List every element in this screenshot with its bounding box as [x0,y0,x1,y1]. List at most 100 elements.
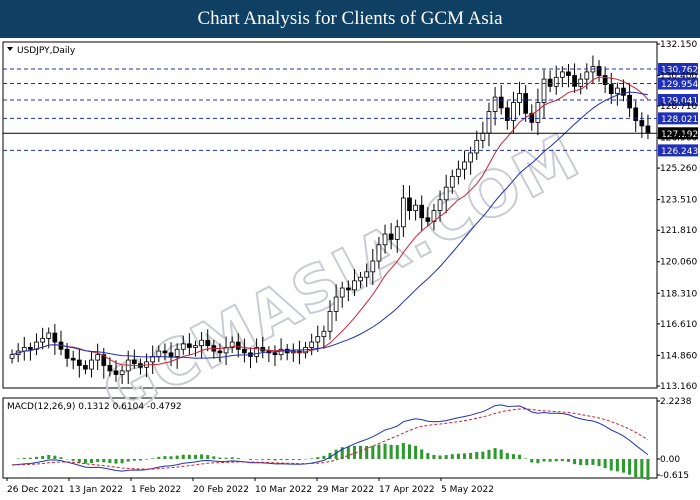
candle [28,342,33,361]
price-tick-label: 123.510 [660,196,697,206]
macd-label: MACD(12,26,9) 0.1312 0.6104 -0.4792 [7,402,182,412]
candle-body-bearish [235,341,241,350]
candle [352,269,357,297]
candle [321,325,327,349]
candle-body-bullish [468,152,473,163]
candle [376,237,382,269]
candle-body-bullish [382,233,388,246]
price-axis: 132.150 130.400 128.710 126.960 125.260 123.5… [7,40,697,392]
candle [254,338,259,363]
candles [9,55,651,385]
level-label-box [658,144,698,157]
price-tick-label: 132.150 [660,40,697,50]
candle [290,343,296,363]
candle [486,102,492,147]
candle-body-bearish [76,359,82,366]
candle-body-bearish [107,365,113,372]
candle [187,333,192,355]
candle-body-bullish [254,347,259,357]
candle [462,150,467,180]
candle [83,360,88,375]
main-panel-border [2,41,658,389]
candle-body-bearish [101,354,107,366]
candle-body-bullish [315,336,321,343]
candle [425,207,431,227]
candle-body-bullish [474,139,480,154]
candle [89,351,94,378]
candle-body-bullish [492,96,498,112]
candle-body-bearish [131,359,137,365]
candle-body-bearish [645,125,651,134]
time-tick-label: 29 Mar 2022 [317,485,374,495]
macd-tick-label: 0.00 [660,455,680,465]
candle [559,66,565,88]
ma-slow-line [11,91,648,359]
candle-body-bullish [278,348,284,356]
candle [107,357,113,377]
candle-body-bullish [199,339,204,347]
candle [541,69,547,119]
candle [315,325,321,352]
candle-body-bearish [64,348,70,359]
candle [449,169,455,194]
candle [413,199,418,221]
candle [535,88,541,136]
candle-body-bullish [193,345,198,348]
candle-body-bullish [615,87,620,94]
candle-body-bearish [388,233,394,240]
candle-body-bearish [425,217,431,222]
chevron-down-icon [7,47,13,51]
time-tick-label: 20 Feb 2022 [193,485,249,495]
candle [615,82,620,106]
candle-body-bullish [339,287,345,298]
candle-body-bullish [462,161,467,170]
candle-body-bullish [578,78,584,87]
time-axis: 26 Dec 2021 13 Jan 2022 1 Feb 2022 20 Feb 2… [6,478,494,495]
candle-body-bearish [419,204,425,219]
candle-body-bearish [52,332,58,343]
candle [529,104,535,131]
candle [70,350,76,370]
macd-tick-label: 2.2238 [660,397,692,407]
chart-title: USDJPY,Daily [17,46,76,56]
candle [272,345,278,367]
candle-body-bearish [242,348,247,354]
candle-body-bullish [180,343,186,350]
candle [547,70,553,93]
candle-body-bullish [327,311,333,332]
candle-body-bullish [358,276,363,282]
macd-line [12,404,649,472]
level-lines: 130.762 129.954 129.041 128.021 127.192 126.2… [3,62,698,157]
candle [21,336,27,361]
candle [394,219,400,253]
time-tick-label: 10 Mar 2022 [255,485,312,495]
candle-body-bearish [639,120,645,127]
candle [168,342,174,367]
candle-body-bullish [89,359,94,370]
candle-body-bearish [596,66,602,76]
candle [621,79,626,102]
candle [474,130,480,160]
candle [456,160,461,185]
candle [345,280,351,302]
price-tick-label: 126.960 [660,133,697,143]
candle [633,100,639,132]
candle [339,281,345,308]
candle [333,284,339,321]
candle-body-bullish [535,102,541,123]
candle [523,85,529,122]
candle [553,65,559,95]
candle-body-bullish [517,93,522,103]
candle-body-bullish [364,271,370,278]
price-tick-label: 118.310 [660,289,697,299]
time-tick-label: 5 May 2022 [441,485,494,495]
candle [205,329,211,352]
candle-body-bearish [205,339,211,347]
candle-body-bearish [608,84,614,94]
macd-signal-line [12,408,649,470]
candle-body-bearish [162,350,168,354]
level-label-box [658,62,698,75]
price-tick-label: 130.400 [660,72,697,82]
candle-body-bearish [70,357,76,361]
